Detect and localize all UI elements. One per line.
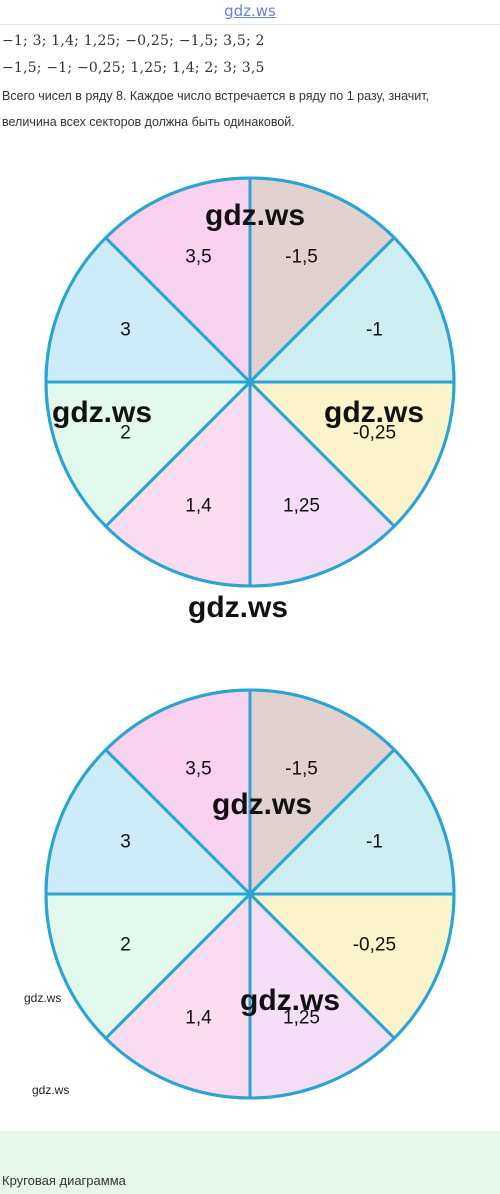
watermark: gdz.ws [205,199,306,232]
pie-outline [44,688,456,1100]
explanation-line-1: Всего чисел в ряду 8. Каждое число встре… [2,89,430,103]
footer-band [0,1131,500,1194]
explanation-line-2: величина всех секторов должна быть одина… [2,115,295,129]
watermark: gdz.ws [324,396,425,429]
slice-label: 1,4 [185,1007,212,1028]
slice-label: -1 [366,832,383,853]
slice-label: -0,25 [353,935,396,956]
slice-label: 1,25 [283,495,320,516]
site-header: gdz.ws [0,0,500,25]
slice-label: -1,5 [285,759,318,780]
slice-label: -1,5 [285,247,318,268]
number-row-original: −1; 3; 1,4; 1,25; −0,25; −1,5; 3,5; 2 [2,33,265,49]
watermark: gdz.ws [24,991,62,1005]
watermark: gdz.ws [240,984,341,1017]
slice-label: 3 [120,832,131,853]
watermark: gdz.ws [212,788,313,821]
slice-label: 2 [120,423,131,444]
footer-caption: Круговая диаграмма [2,1173,126,1188]
slice-label: 3,5 [185,247,211,268]
slice-label: 2 [120,935,131,956]
slice-label: -0,25 [353,423,396,444]
watermark: gdz.ws [52,396,153,429]
slice-label: 3 [120,320,131,341]
slice-label: 1,4 [185,495,212,516]
slice-label: -1 [366,320,383,341]
pie-chart-2: -1,5 -1 -0,25 1,25 1,4 2 3 3,5 [44,688,456,1100]
number-row-sorted: −1,5; −1; −0,25; 1,25; 1,4; 2; 3; 3,5 [2,60,265,76]
watermark: gdz.ws [32,1083,70,1097]
slice-label: 3,5 [185,759,211,780]
site-logo[interactable]: gdz.ws [224,2,276,20]
watermark: gdz.ws [188,591,289,624]
pie-outline [44,176,456,588]
pie-chart-1: -1,5 -1 -0,25 1,25 1,4 2 3 3,5 [44,176,456,588]
slice-label: 1,25 [283,1007,320,1028]
